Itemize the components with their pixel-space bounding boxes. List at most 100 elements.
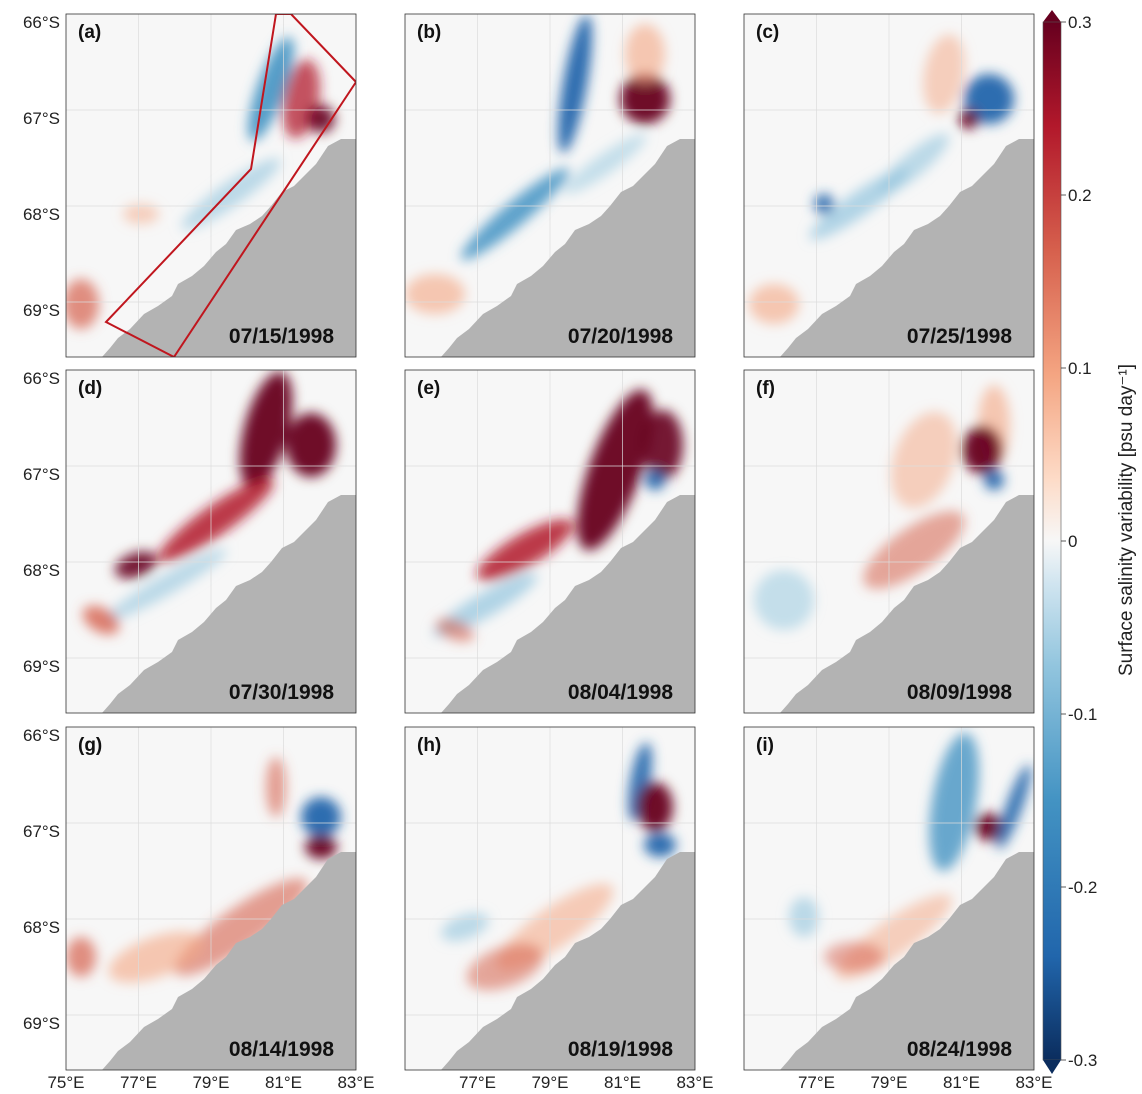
salinity-anomaly: [266, 757, 286, 817]
panel-date: 07/30/1998: [229, 681, 334, 704]
longitude-axis: 75°E 77°E 79°E 81°E 83°E 77°E 79°E 81°E 83°E 77°E…: [47, 1073, 1052, 1092]
salinity-anomaly: [174, 878, 308, 976]
antarctic-land: [102, 139, 356, 357]
map-panel-d: (d) 07/30/1998: [65, 369, 357, 714]
salinity-anomaly: [824, 942, 884, 972]
panel-tag: (c): [756, 22, 779, 43]
map-panel-a: (a) 07/15/1998: [65, 13, 357, 358]
map-panels: (a) 07/15/1998 (b)07/20/1998 (c) 07/25/1998 (…: [65, 13, 1035, 1071]
salinity-anomaly: [984, 470, 1004, 490]
longitude-tick-label: 77°E: [459, 1073, 496, 1092]
latitude-tick-label: 68°S: [23, 205, 60, 224]
latitude-tick-label: 67°S: [23, 465, 60, 484]
salinity-anomaly: [996, 764, 1032, 850]
salinity-anomaly: [435, 618, 475, 642]
salinity-anomaly: [305, 835, 337, 859]
panel-date: 08/14/1998: [229, 1038, 334, 1061]
panel-date: 07/25/1998: [907, 325, 1012, 348]
latitude-tick-label: 69°S: [23, 1014, 60, 1033]
salinity-anomaly: [891, 411, 957, 509]
salinity-anomaly: [108, 931, 204, 983]
panel-tag: (d): [78, 378, 102, 399]
longitude-tick-label: 79°E: [531, 1073, 568, 1092]
panel-date: 07/15/1998: [229, 325, 334, 348]
latitude-tick-label: 68°S: [23, 561, 60, 580]
antarctic-land: [780, 139, 1034, 357]
salinity-anomaly: [975, 813, 1003, 841]
salinity-anomaly: [959, 109, 979, 129]
salinity-anomaly: [645, 470, 665, 490]
longitude-tick-label: 81°E: [265, 1073, 302, 1092]
salinity-anomaly: [105, 548, 227, 622]
longitude-tick-label: 79°E: [870, 1073, 907, 1092]
salinity-anomaly: [82, 605, 120, 635]
colorbar-label: Surface salinity variability [psu day⁻¹]: [1116, 364, 1137, 676]
panel-tag: (e): [417, 378, 440, 399]
longitude-tick-label: 81°E: [604, 1073, 641, 1092]
salinity-anomaly: [66, 279, 99, 329]
panel-tag: (h): [417, 735, 441, 756]
panel-frame: [65, 13, 357, 358]
latitude-tick-label: 66°S: [23, 726, 60, 745]
salinity-anomaly: [929, 732, 979, 872]
salinity-anomaly: [625, 24, 665, 84]
antarctic-land: [441, 852, 695, 1070]
salinity-anomaly: [66, 937, 96, 977]
panel-frame: [743, 13, 1035, 358]
salinity-anomaly: [239, 371, 293, 489]
salinity-anomaly: [814, 194, 834, 214]
panel-date: 08/04/1998: [568, 681, 673, 704]
map-panel-b: (b) 07/20/1998: [404, 13, 696, 358]
salinity-anomaly: [789, 897, 819, 937]
longitude-tick-label: 77°E: [798, 1073, 835, 1092]
longitude-tick-label: 79°E: [192, 1073, 229, 1092]
antarctic-land: [441, 139, 695, 357]
latitude-tick-label: 67°S: [23, 109, 60, 128]
colorbar-bottom-arrow: [1043, 1060, 1061, 1074]
salinity-anomaly: [301, 797, 341, 837]
salinity-anomaly: [114, 551, 158, 579]
panel-frame: [743, 726, 1035, 1071]
map-panel-h: (h) 08/19/1998: [404, 726, 696, 1071]
salinity-anomaly: [476, 519, 574, 581]
salinity-anomaly: [962, 426, 1002, 474]
map-panel-i: (i) 08/24/1998: [743, 726, 1035, 1071]
salinity-anomaly: [644, 833, 676, 857]
panel-frame: [65, 726, 357, 1071]
panel-frame: [404, 369, 696, 714]
panel-date: 08/19/1998: [568, 1038, 673, 1061]
panel-date: 08/09/1998: [907, 681, 1012, 704]
longitude-tick-label: 83°E: [1015, 1073, 1052, 1092]
panel-tag: (b): [417, 22, 441, 43]
latitude-tick-label: 66°S: [23, 369, 60, 388]
antarctic-land: [780, 852, 1034, 1070]
colorbar-tick-label: 0.3: [1068, 13, 1092, 32]
longitude-tick-label: 83°E: [337, 1073, 374, 1092]
latitude-tick-label: 69°S: [23, 657, 60, 676]
salinity-anomaly: [577, 389, 653, 551]
latitude-tick-label: 68°S: [23, 918, 60, 937]
panel-frame: [65, 369, 357, 714]
salinity-anomaly: [637, 782, 673, 832]
salinity-anomaly: [878, 133, 950, 195]
salinity-anomaly: [923, 34, 965, 114]
panel-tag: (a): [78, 22, 101, 43]
colorbar-tick-label: -0.1: [1068, 705, 1097, 724]
salinity-anomaly: [863, 511, 965, 589]
region-box-outline: [104, 14, 356, 357]
salinity-anomaly: [441, 912, 489, 942]
longitude-tick-label: 81°E: [943, 1073, 980, 1092]
longitude-tick-label: 75°E: [47, 1073, 84, 1092]
salinity-anomaly: [627, 742, 653, 822]
colorbar-top-arrow: [1043, 10, 1061, 22]
panel-frame: [404, 726, 696, 1071]
salinity-anomaly: [620, 74, 670, 124]
map-panel-e: (e) 08/04/1998: [404, 369, 696, 714]
panel-frame: [404, 13, 696, 358]
salinity-anomaly: [964, 74, 1014, 124]
salinity-anomaly: [123, 204, 159, 224]
salinity-anomaly: [749, 284, 799, 324]
latitude-tick-label: 69°S: [23, 301, 60, 320]
salinity-anomaly: [466, 943, 544, 991]
